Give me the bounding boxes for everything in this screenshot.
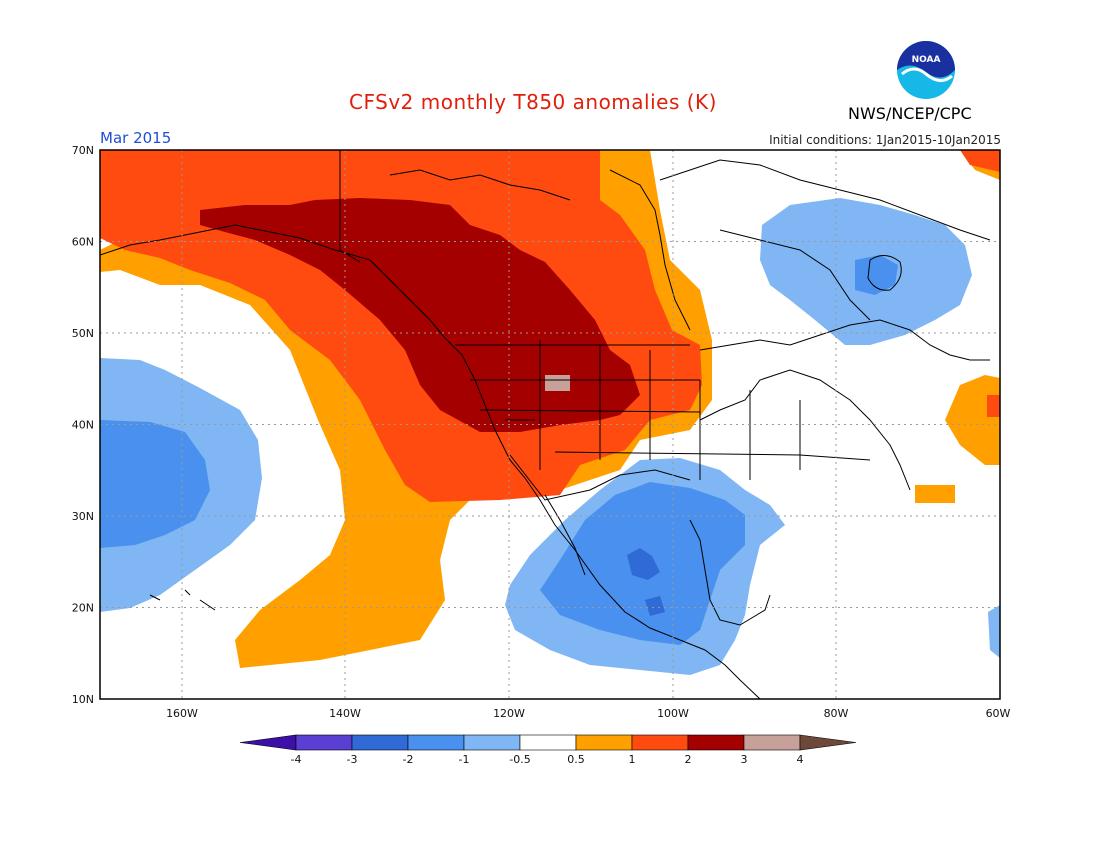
longitude-labels: 160W 140W 120W 100W 80W 60W <box>166 707 1010 720</box>
noaa-logo: NOAA <box>897 41 955 99</box>
lat-label: 50N <box>72 327 94 340</box>
forecast-month: Mar 2015 <box>100 129 172 147</box>
colorbar-segment <box>743 734 801 751</box>
agency-label: NWS/NCEP/CPC <box>848 104 972 123</box>
colorbar-tick-label: -1 <box>459 753 470 766</box>
colorbar-segment <box>407 734 465 751</box>
colorbar-tick-label: -3 <box>347 753 358 766</box>
colorbar-segment <box>687 734 745 751</box>
colorbar-segment <box>295 734 353 751</box>
lat-label: 70N <box>72 144 94 157</box>
colorbar-tick-label: -0.5 <box>509 753 530 766</box>
colorbar-tick-label: 1 <box>629 753 636 766</box>
logo-text: NOAA <box>912 55 941 65</box>
colorbar-segment <box>519 734 577 751</box>
colorbar-segment <box>631 734 689 751</box>
lon-label: 120W <box>493 707 525 720</box>
colorbar-segment <box>351 734 409 751</box>
latitude-labels: 70N 60N 50N 40N 30N 20N 10N <box>72 144 94 706</box>
colorbar-max-arrow <box>799 734 857 751</box>
lat-label: 30N <box>72 510 94 523</box>
colorbar-segment <box>463 734 521 751</box>
lat-label: 20N <box>72 602 94 615</box>
map-frame <box>99 149 1001 700</box>
gridlines <box>100 150 1000 699</box>
warm-anomaly-darkred <box>200 198 640 432</box>
coastlines <box>100 150 991 699</box>
colorbar-tick-label: -2 <box>403 753 414 766</box>
colorbar-min-arrow <box>239 734 297 751</box>
lon-label: 100W <box>657 707 689 720</box>
lon-label: 60W <box>986 707 1011 720</box>
lat-label: 10N <box>72 693 94 706</box>
lon-label: 160W <box>166 707 198 720</box>
colorbar-tick-label: -4 <box>291 753 302 766</box>
colorbar: -4 -3 -2 -1 -0.5 0.5 1 2 3 4 <box>239 734 857 766</box>
warm-anomaly-peak <box>545 375 570 391</box>
cold-anomaly-hudson-mid <box>855 255 898 295</box>
lat-label: 40N <box>72 419 94 432</box>
colorbar-tick-label: 2 <box>685 753 692 766</box>
colorbar-segment <box>575 734 633 751</box>
lon-label: 80W <box>824 707 849 720</box>
colorbar-tick-label: 4 <box>797 753 804 766</box>
lon-label: 140W <box>329 707 361 720</box>
cold-anomaly-mexico-dark <box>627 548 660 580</box>
chart-title: CFSv2 monthly T850 anomalies (K) <box>349 90 717 114</box>
lat-label: 60N <box>72 236 94 249</box>
colorbar-tick-label: 0.5 <box>567 753 585 766</box>
colorbar-tick-label: 3 <box>741 753 748 766</box>
initial-conditions-label: Initial conditions: 1Jan2015-10Jan2015 <box>769 133 1001 147</box>
